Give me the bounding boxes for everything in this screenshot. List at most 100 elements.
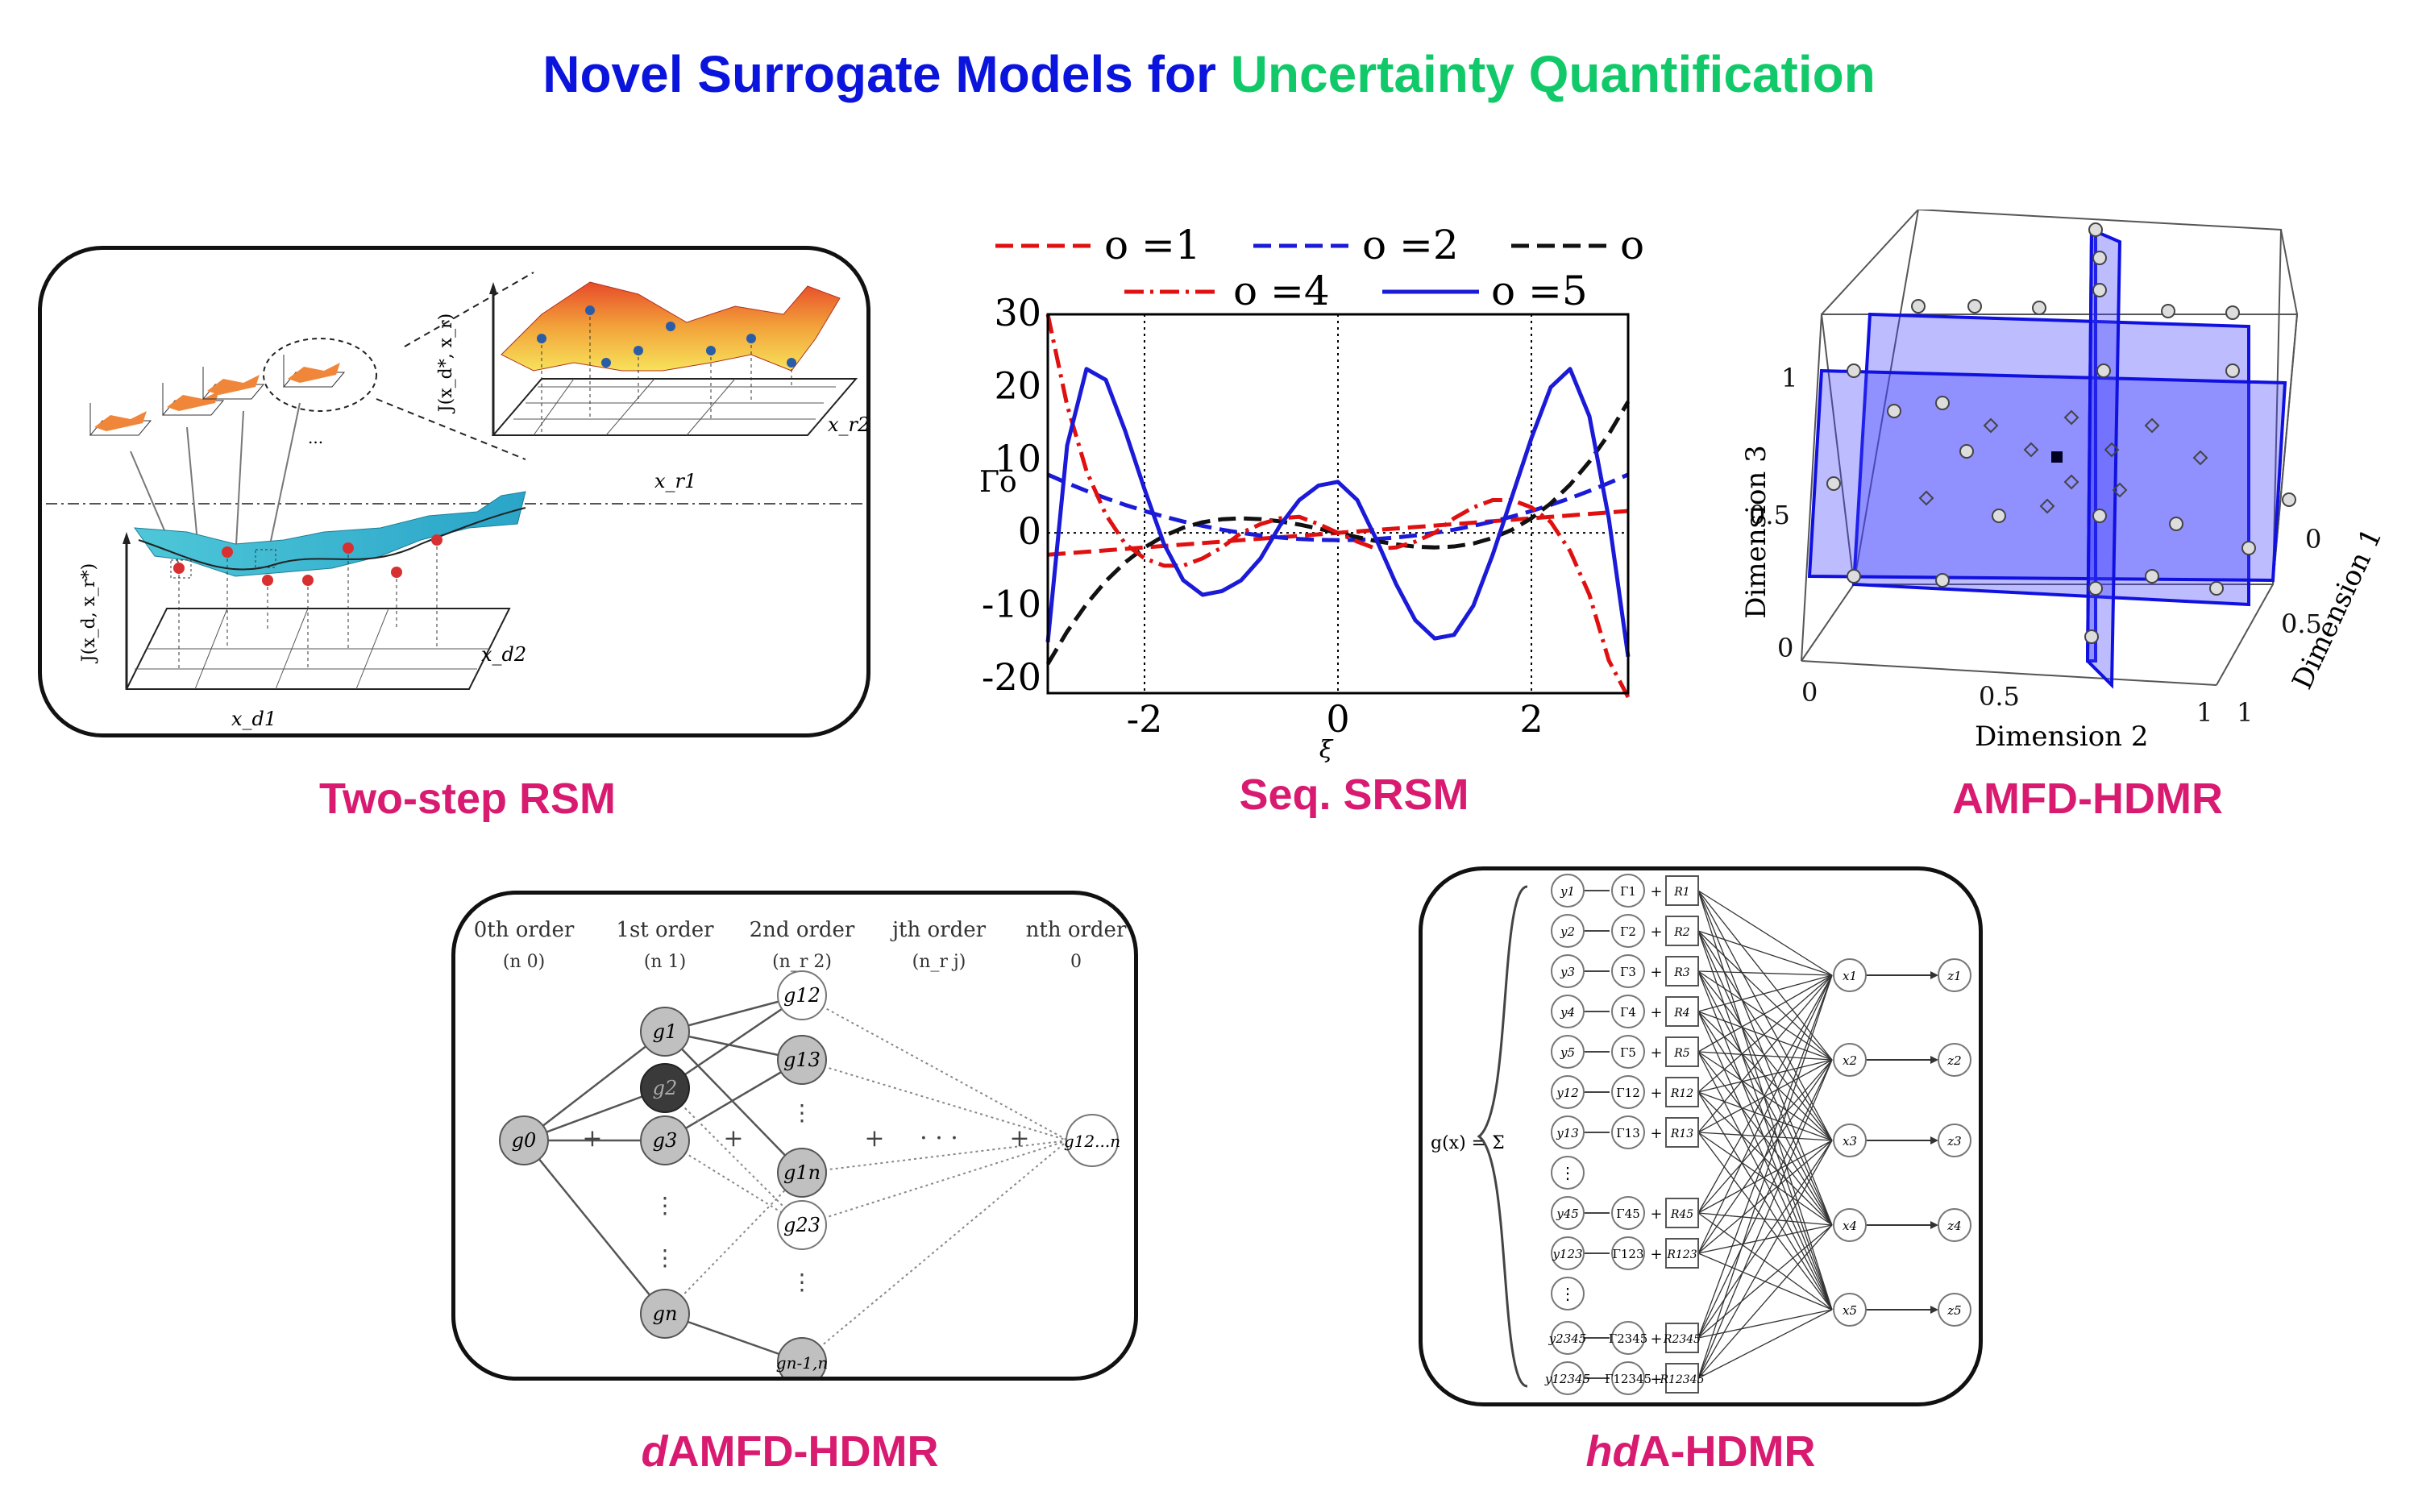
r-node-label: R45	[1670, 1208, 1693, 1221]
plot-frame	[1046, 313, 1630, 695]
chart-xlabel: ξ	[1319, 736, 1334, 764]
r-node-label: R12	[1670, 1087, 1693, 1100]
gamma-node	[1611, 874, 1645, 908]
plus-sign: +	[1650, 924, 1662, 941]
dim2-tick-1: 1	[2196, 697, 2212, 728]
caption-hda-rest: A-HDMR	[1639, 1427, 1816, 1476]
y-node	[1551, 1075, 1585, 1109]
z-node-label: z1	[1946, 969, 1961, 983]
rsm-xd1-label: x_d1	[231, 708, 276, 730]
dim3-tick-0: 0	[1777, 633, 1793, 663]
svg-text:g23: g23	[783, 1214, 821, 1236]
plus-1: +	[582, 1124, 602, 1153]
gamma-node-label: Γ12345	[1605, 1372, 1651, 1386]
node-g1: g1	[640, 1007, 690, 1057]
col-binom-0: (n 0)	[503, 952, 545, 972]
y-node-ellipsis-label: ⋮	[1560, 1284, 1576, 1303]
r-node	[1665, 916, 1699, 946]
title-part-1: Novel Surrogate Models for	[542, 45, 1216, 103]
r-node-label: R2345	[1663, 1333, 1701, 1346]
plus-sign: +	[1650, 1125, 1662, 1142]
series-line-3	[1045, 401, 1631, 666]
z-node	[1938, 1208, 1971, 1242]
hda-nodes: y1 Γ1 + R1 y2 Γ2 + R2 y3 Γ3 + R3 y4 Γ4 + R4 y5 Γ5 + R5 y12 Γ1…	[1544, 874, 1971, 1395]
amfd-cube: 1 0.5 0 0 0.5 1 0 0.5 1 Dimension 3 Dime…	[1740, 208, 2389, 753]
gamma-node	[1611, 1361, 1645, 1395]
hda-lhs: g(x) = Σ	[1431, 1133, 1505, 1153]
center-point	[2051, 451, 2063, 463]
plus-2: +	[723, 1124, 743, 1153]
damfd-graph: 0th order 1st order 2nd order jth order …	[474, 918, 1127, 1377]
r-node-label: R13	[1670, 1128, 1693, 1140]
svg-text:g0: g0	[512, 1129, 537, 1152]
chart-legend: o =1 o =2 o =3 o =4 o =5	[995, 222, 1717, 314]
caption-damfd-rest: AMFD-HDMR	[667, 1427, 939, 1476]
gamma-node-label: Γ45	[1616, 1207, 1640, 1221]
x-node	[1833, 1043, 1867, 1077]
dim2-tick-0: 0	[1801, 677, 1818, 708]
node-g3: g3	[640, 1115, 690, 1165]
svg-text:g1n: g1n	[783, 1161, 821, 1184]
svg-text:⋮: ⋮	[791, 1269, 813, 1295]
caption-amfd: AMFD-HDMR	[1952, 775, 2223, 823]
svg-text:g2: g2	[653, 1077, 678, 1099]
y-node-label: y45	[1556, 1207, 1579, 1221]
col-header-1: 1st order	[616, 918, 714, 942]
gamma-node-label: Γ2	[1620, 924, 1636, 939]
chart-series	[1045, 314, 1631, 699]
plus-sign: +	[1650, 1004, 1662, 1021]
gamma-node	[1611, 914, 1645, 948]
dim2-label: Dimension 2	[1975, 721, 2149, 753]
svg-text:⋮: ⋮	[654, 1192, 676, 1219]
sample-diamonds	[1918, 409, 2208, 514]
y-tick-label: 0	[1018, 509, 1041, 553]
series-line-2	[1046, 472, 1630, 542]
x-tick-label: -2	[1127, 697, 1163, 741]
z-node-label: z4	[1946, 1219, 1961, 1233]
node-g2: g2	[640, 1063, 690, 1113]
node-g1n: g1n	[777, 1148, 827, 1198]
y-node-ellipsis	[1551, 1277, 1585, 1311]
gamma-node-label: Γ1	[1620, 884, 1636, 899]
plane-horizontal	[1807, 368, 2287, 583]
gamma-node	[1611, 1075, 1645, 1109]
caption-hda: hdA-HDMR	[1475, 1427, 1926, 1477]
legend-label-3: o =3	[1620, 222, 1648, 268]
r-node-label: R12345	[1659, 1373, 1704, 1386]
damfd-panel: 0th order 1st order 2nd order jth order …	[451, 891, 1138, 1381]
y-node-label: y3	[1560, 965, 1575, 979]
node-g13: g13	[777, 1035, 827, 1085]
y-node-ellipsis	[1551, 1156, 1585, 1190]
chart-grid	[1048, 314, 1628, 693]
x-node	[1833, 1208, 1867, 1242]
chart-ylabel: Γo	[979, 466, 1017, 499]
node-g23: g23	[777, 1200, 827, 1250]
r-node-label: R1	[1673, 886, 1689, 899]
col-header-2: 2nd order	[750, 918, 855, 942]
caption-rsm: Two-step RSM	[319, 775, 616, 823]
x-node	[1833, 1293, 1867, 1327]
x-node-label: x2	[1843, 1053, 1857, 1068]
r-node-label: R4	[1673, 1007, 1689, 1020]
svg-text:⋮: ⋮	[654, 1244, 676, 1271]
plus-sign: +	[1650, 1246, 1662, 1263]
y-node-label: y123	[1552, 1247, 1582, 1261]
y-tick-label: 20	[994, 363, 1041, 407]
hda-network: y1 Γ1 + R1 y2 Γ2 + R2 y3 Γ3 + R3 y4 Γ4 + R4 y5 Γ5 + R5 y12 Γ1…	[1431, 874, 1971, 1395]
svg-text:gn: gn	[653, 1302, 678, 1325]
gamma-node-label: Γ123	[1612, 1247, 1643, 1261]
r-node-label: R5	[1673, 1047, 1690, 1060]
zoom-ellipse	[263, 338, 377, 412]
y-tick-label: 10	[994, 437, 1041, 480]
node-g12n: g12...n	[1064, 1114, 1120, 1167]
plus-sign: +	[1650, 883, 1662, 900]
y-tick-label: -20	[982, 655, 1041, 699]
rsm-diagram: J(x_d*, x_r) x_r1 x_r2	[46, 272, 866, 730]
y-node-label: y2345	[1548, 1331, 1587, 1346]
r-node	[1665, 1323, 1699, 1353]
series-line-4	[1045, 314, 1631, 699]
legend-label-4: o =4	[1233, 268, 1330, 314]
col-binom-j: (n_r j)	[912, 952, 966, 972]
